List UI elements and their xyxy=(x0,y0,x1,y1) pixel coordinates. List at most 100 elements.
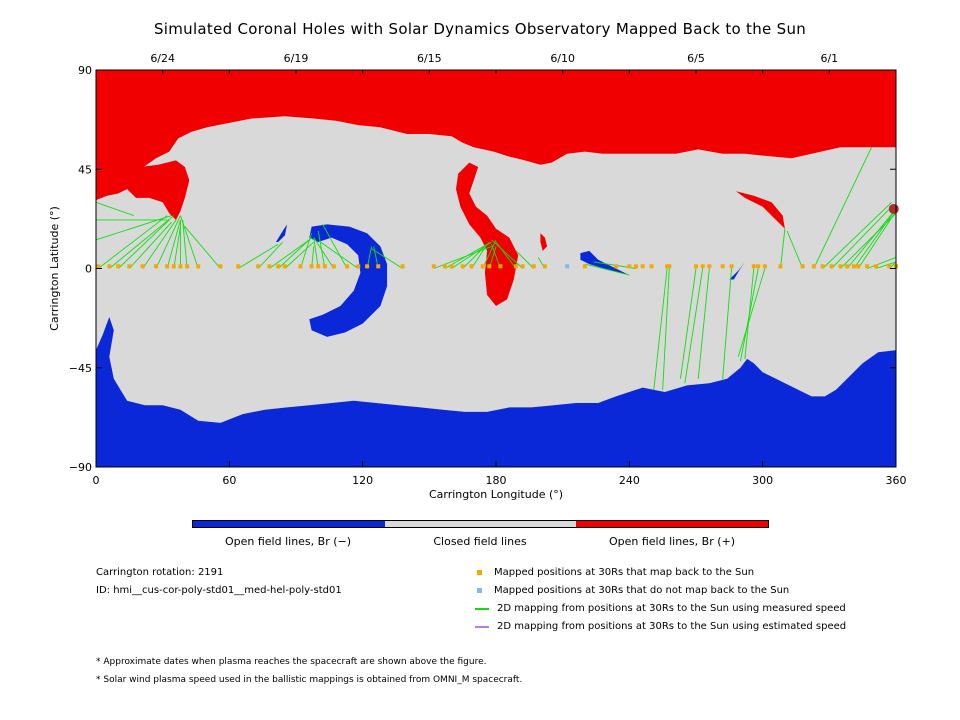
mapping-line xyxy=(822,202,892,269)
y-tick-label: 0 xyxy=(85,263,92,276)
mapped-point-icon xyxy=(477,570,482,575)
negative-patch-2 xyxy=(580,250,630,276)
mapping-line xyxy=(813,147,872,269)
mapping-line xyxy=(515,250,535,269)
legend-estimated-label: 2D mapping from positions at 30Rs to the… xyxy=(497,621,847,632)
mapped-point xyxy=(614,264,618,269)
mapped-point xyxy=(874,264,878,269)
model-id: ID: hmi__cus-cor-poly-std01__med-hel-pol… xyxy=(96,585,342,596)
mapping-line xyxy=(857,210,897,269)
mapped-point xyxy=(887,264,892,269)
mapping-line xyxy=(462,241,490,269)
mapping-line xyxy=(182,219,188,269)
mapping-line xyxy=(300,233,312,269)
mapped-point xyxy=(276,264,281,269)
mapped-point xyxy=(665,264,670,269)
colorbar-label-positive: Open field lines, Br (+) xyxy=(608,535,736,548)
mapped-point xyxy=(116,264,121,269)
mapped-point xyxy=(667,264,672,269)
chart-title: Simulated Coronal Holes with Solar Dynam… xyxy=(153,20,807,38)
coronal-hole-map: 0 60 120 180 240 300 360 −90 −45 0 45 90 6/24 6/19 6/1… xyxy=(48,52,907,501)
mapped-point xyxy=(480,264,485,269)
colorbar-label-closed: Closed field lines xyxy=(433,535,527,548)
mapped-point xyxy=(694,264,698,269)
mapped-point xyxy=(460,264,465,269)
mapped-point xyxy=(178,264,183,269)
mapped-point xyxy=(542,264,547,269)
mapping-line xyxy=(737,268,766,357)
footpoint-marker xyxy=(888,203,899,214)
mapped-point xyxy=(127,264,132,269)
north-open-positive-region xyxy=(96,70,896,201)
note-speed: * Solar wind plasma speed used in the ba… xyxy=(96,675,523,685)
colorbar-label-negative: Open field lines, Br (−) xyxy=(224,535,352,548)
mapped-point xyxy=(365,264,370,269)
mapping-line xyxy=(313,237,319,269)
mapped-point xyxy=(331,264,336,269)
mapped-point xyxy=(309,264,314,269)
mapped-point xyxy=(856,264,861,269)
mapping-line xyxy=(786,230,804,269)
mapped-point xyxy=(442,264,447,269)
y-tick-label: −45 xyxy=(69,362,92,375)
negative-crescent xyxy=(309,224,388,337)
mapped-point xyxy=(267,264,272,269)
mapped-point xyxy=(700,264,705,269)
mapped-point xyxy=(778,264,783,269)
mapped-point xyxy=(356,264,361,269)
legend-mapped-label: Mapped positions at 30Rs that map back t… xyxy=(494,567,755,578)
mapping-line xyxy=(491,239,523,269)
mapping-line xyxy=(740,268,759,362)
date-label: 6/24 xyxy=(150,52,175,65)
mapped-point xyxy=(820,264,825,269)
mapping-line xyxy=(97,215,168,269)
mapping-line xyxy=(155,215,181,269)
mapped-point xyxy=(845,264,850,269)
y-tick-label: 45 xyxy=(78,163,92,176)
x-tick-label: 360 xyxy=(886,474,907,487)
mapped-point xyxy=(256,264,261,269)
mapped-point xyxy=(469,264,474,269)
mapped-point xyxy=(627,264,632,269)
mapped-point xyxy=(140,264,145,269)
y-tick-label: 90 xyxy=(78,64,92,77)
mapping-line xyxy=(322,224,348,269)
mapped-point xyxy=(185,264,190,269)
mapped-point xyxy=(756,264,761,269)
mapped-point xyxy=(498,264,503,269)
mapped-point xyxy=(171,264,176,269)
carrington-rotation: Carrington rotation: 2191 xyxy=(96,567,224,578)
y-axis-label: Carrington Latitude (°) xyxy=(48,206,61,331)
mapping-line xyxy=(95,201,134,216)
mapped-point xyxy=(316,264,321,269)
mapping-line xyxy=(277,237,312,269)
mapping-line xyxy=(180,215,199,269)
positive-lobe-east xyxy=(736,191,785,229)
mapped-point xyxy=(400,264,405,269)
mapped-point xyxy=(282,264,287,269)
mapping-line xyxy=(482,239,497,269)
mapped-point xyxy=(345,264,350,269)
x-tick-label: 180 xyxy=(486,474,507,487)
positive-lobe-west xyxy=(127,160,190,220)
mapping-line xyxy=(320,241,359,269)
x-axis-label: Carrington Longitude (°) xyxy=(429,488,563,501)
south-open-negative-region xyxy=(96,317,896,467)
mapping-line xyxy=(117,219,170,269)
mapped-point xyxy=(154,264,158,269)
mapped-point xyxy=(851,264,856,269)
x-tick-label: 60 xyxy=(222,474,236,487)
colorbar-closed xyxy=(384,521,577,527)
mapped-point xyxy=(729,264,734,269)
mapped-point xyxy=(640,264,645,269)
mapped-point xyxy=(96,264,101,269)
legend-unmapped: Mapped positions at 30Rs that do not map… xyxy=(477,585,789,596)
x-tick-label: 0 xyxy=(93,474,100,487)
colorbar-open-negative xyxy=(193,521,385,527)
legend-estimated: 2D mapping from positions at 30Rs to the… xyxy=(475,621,846,632)
mapped-point xyxy=(800,264,805,269)
mapped-point xyxy=(376,264,381,269)
x-tick-label: 300 xyxy=(752,474,773,487)
mapped-point xyxy=(838,264,843,269)
colorbar xyxy=(192,520,769,528)
